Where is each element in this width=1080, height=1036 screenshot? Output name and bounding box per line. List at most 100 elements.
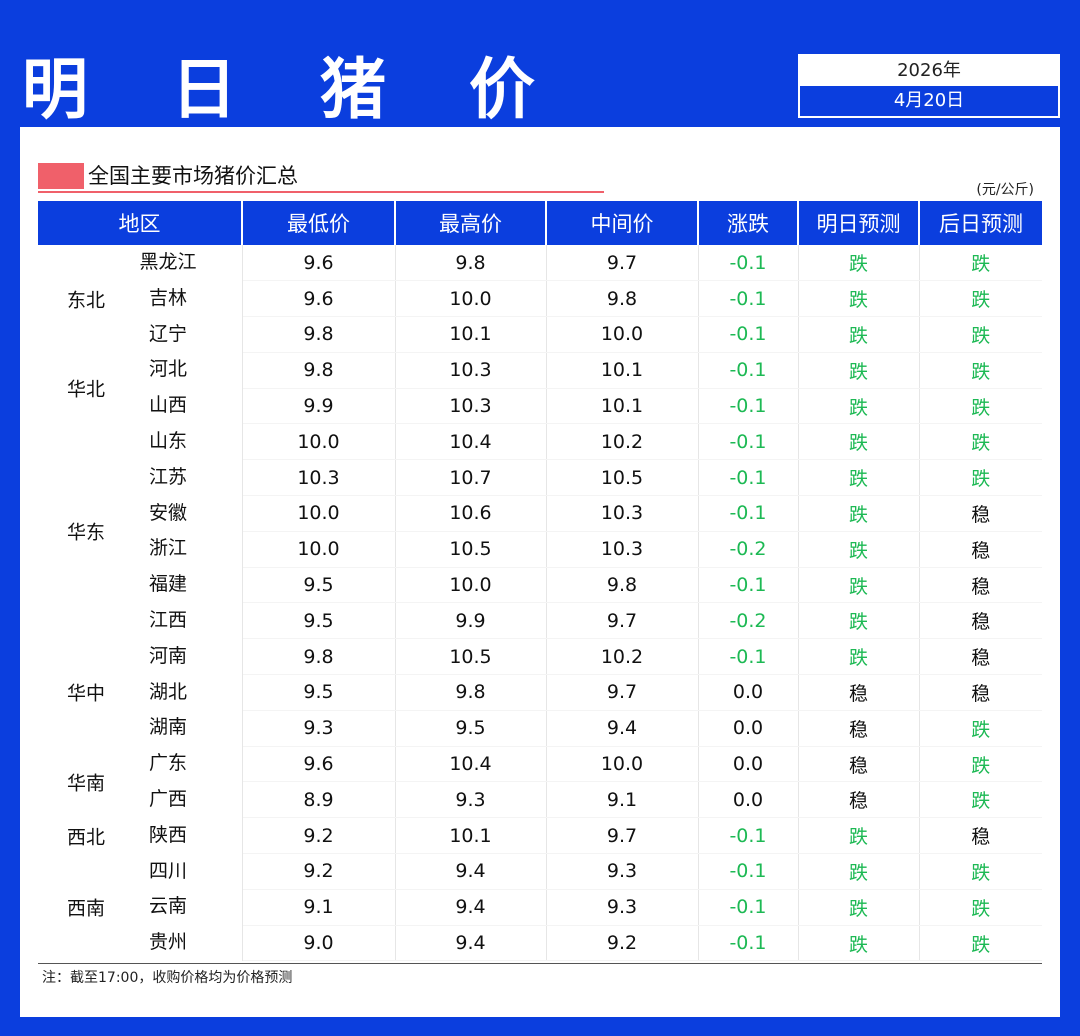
- low-price-cell: 9.8: [242, 352, 396, 389]
- change-cell: -0.1: [698, 638, 799, 676]
- tomorrow-forecast-cell: 跌: [798, 495, 920, 532]
- high-price-cell: 10.3: [395, 388, 547, 425]
- province-label: 湖南: [148, 716, 187, 739]
- province-label: 浙江: [148, 537, 187, 560]
- table-row: 10.0 10.5 10.3 -0.2 跌稳: [38, 531, 1042, 568]
- low-price-cell: 9.6: [242, 245, 396, 282]
- table-row: 华南 广东 广西 9.6 10.4 10.0 0.0 稳跌: [38, 746, 1042, 818]
- province-list: 河北 山西: [128, 352, 242, 424]
- mid-price-cell: 9.7: [546, 602, 699, 640]
- tomorrow-forecast-cell: 稳: [798, 710, 920, 747]
- change-cell: -0.1: [698, 925, 799, 962]
- province-label: 广东: [148, 752, 187, 775]
- low-price-cell: 9.0: [242, 925, 396, 962]
- mid-price-cell: 9.7: [546, 817, 699, 855]
- high-price-cell: 9.4: [395, 889, 547, 926]
- after-forecast-cell: 跌: [919, 889, 1042, 926]
- province-label: 江苏: [148, 465, 187, 488]
- after-forecast-cell: 稳: [919, 495, 1042, 532]
- tomorrow-forecast-cell: 跌: [798, 567, 920, 604]
- change-cell: -0.1: [698, 495, 799, 532]
- mid-price-cell: 10.0: [546, 746, 699, 783]
- high-price-cell: 9.4: [395, 853, 547, 890]
- after-forecast-cell: 跌: [919, 245, 1042, 282]
- table-row: 9.5 10.0 9.8 -0.1 跌稳: [38, 567, 1042, 604]
- high-price-cell: 9.8: [395, 674, 547, 711]
- change-cell: 0.0: [698, 746, 799, 783]
- province-label: 河北: [148, 358, 187, 381]
- after-forecast-cell: 稳: [919, 638, 1042, 676]
- low-price-cell: 10.0: [242, 531, 396, 568]
- col-header-after: 后日预测: [919, 201, 1042, 245]
- mid-price-cell: 9.8: [546, 567, 699, 604]
- table-row: 西北 陕西 9.2 10.1 9.7 -0.1 跌稳: [38, 817, 1042, 855]
- province-list: 河南 湖北 湖南: [128, 639, 242, 746]
- table-row: 9.3 9.5 9.4 0.0 稳跌: [38, 710, 1042, 747]
- tomorrow-forecast-cell: 跌: [798, 245, 920, 282]
- low-price-cell: 10.0: [242, 423, 396, 461]
- date-day: 4月20日: [893, 90, 965, 111]
- region-cell: 华中 河南 湖北 湖南: [38, 638, 243, 747]
- date-year: 2026年: [800, 56, 1058, 86]
- tomorrow-forecast-cell: 跌: [798, 638, 920, 676]
- after-forecast-cell: 跌: [919, 280, 1042, 318]
- province-label: 辽宁: [148, 322, 187, 345]
- change-cell: -0.1: [698, 316, 799, 353]
- unit-label: (元/公斤): [976, 182, 1034, 198]
- after-forecast-cell: 跌: [919, 352, 1042, 389]
- low-price-cell: 10.0: [242, 495, 396, 532]
- table-row: 9.5 9.8 9.7 0.0 稳稳: [38, 674, 1042, 711]
- high-price-cell: 10.0: [395, 567, 547, 604]
- tomorrow-forecast-cell: 跌: [798, 423, 920, 461]
- mid-price-cell: 10.2: [546, 423, 699, 461]
- after-forecast-cell: 跌: [919, 423, 1042, 461]
- col-header-tomorrow: 明日预测: [798, 201, 920, 245]
- mid-price-cell: 10.1: [546, 352, 699, 389]
- region-label: 华中: [66, 682, 105, 705]
- change-cell: -0.1: [698, 567, 799, 604]
- footnote-divider: [38, 963, 1042, 964]
- high-price-cell: 9.8: [395, 245, 547, 282]
- content-panel: 全国主要市场猪价汇总 (元/公斤) 地区 最低价 最高价 中间价 涨跌 明日预测…: [20, 127, 1060, 1017]
- low-price-cell: 10.3: [242, 459, 396, 497]
- region-cell: 西北 陕西: [38, 817, 243, 854]
- province-list: 广东 广西: [128, 746, 242, 818]
- low-price-cell: 9.5: [242, 602, 396, 640]
- region-label: 西南: [66, 897, 105, 920]
- table-row: 10.0 10.6 10.3 -0.1 跌稳: [38, 495, 1042, 532]
- section-title: 全国主要市场猪价汇总: [88, 164, 298, 188]
- after-forecast-cell: 稳: [919, 602, 1042, 640]
- high-price-cell: 9.3: [395, 781, 547, 819]
- change-cell: -0.1: [698, 423, 799, 461]
- change-cell: -0.1: [698, 889, 799, 926]
- mid-price-cell: 9.2: [546, 925, 699, 962]
- high-price-cell: 10.4: [395, 423, 547, 461]
- low-price-cell: 9.1: [242, 889, 396, 926]
- table-row: 华东 山东 江苏 安徽 浙江 福建 江西 10.0 10.4 10.2 -0.1 跌跌: [38, 423, 1042, 639]
- mid-price-cell: 10.5: [546, 459, 699, 497]
- high-price-cell: 10.4: [395, 746, 547, 783]
- after-forecast-cell: 稳: [919, 674, 1042, 711]
- change-cell: -0.1: [698, 388, 799, 425]
- mid-price-cell: 10.1: [546, 388, 699, 425]
- tomorrow-forecast-cell: 跌: [798, 388, 920, 425]
- low-price-cell: 9.3: [242, 710, 396, 747]
- after-forecast-cell: 跌: [919, 746, 1042, 783]
- after-forecast-cell: 稳: [919, 817, 1042, 855]
- change-cell: -0.1: [698, 245, 799, 282]
- province-label: 河南: [148, 644, 187, 667]
- table-body: 东北 黑龙江 吉林 辽宁 9.6 9.8 9.7 -0.1 跌跌 9.6 10.0 9.8 -0.1 跌跌…: [38, 245, 1042, 962]
- province-list: 黑龙江 吉林 辽宁: [128, 245, 242, 352]
- change-cell: -0.1: [698, 817, 799, 855]
- change-cell: -0.2: [698, 602, 799, 640]
- province-label: 黑龙江: [139, 251, 197, 273]
- mid-price-cell: 10.0: [546, 316, 699, 353]
- region-cell: 华东 山东 江苏 安徽 浙江 福建 江西: [38, 423, 243, 639]
- col-header-change: 涨跌: [698, 201, 799, 245]
- low-price-cell: 9.6: [242, 746, 396, 783]
- tomorrow-forecast-cell: 稳: [798, 781, 920, 819]
- province-label: 福建: [148, 573, 187, 596]
- region-label: 西北: [66, 826, 105, 849]
- mid-price-cell: 10.2: [546, 638, 699, 676]
- tomorrow-forecast-cell: 跌: [798, 352, 920, 389]
